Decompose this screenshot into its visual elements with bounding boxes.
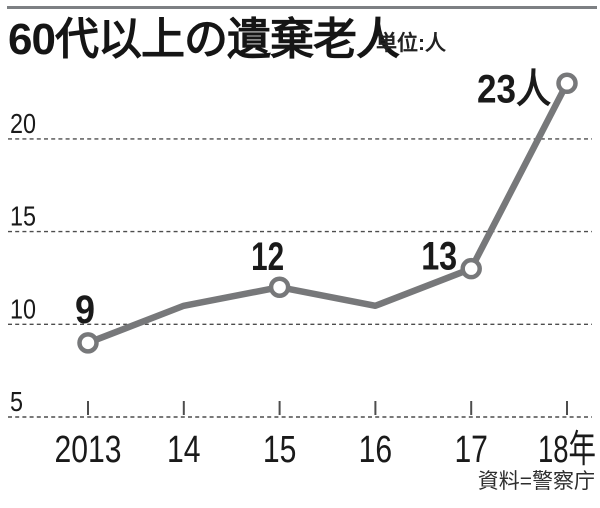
x-axis-label-17: 17	[454, 429, 488, 471]
data-point-17	[460, 257, 482, 280]
data-label-17: 13	[421, 235, 457, 279]
data-line	[84, 80, 571, 347]
chart-title: 60代以上の遺棄老人	[8, 15, 400, 64]
top-rule	[7, 6, 597, 9]
x-axis-label-14: 14	[167, 429, 201, 471]
x-axis-label-2013: 2013	[55, 429, 122, 471]
y-axis-label-10: 10	[10, 293, 36, 324]
data-label-18年: 23人	[477, 67, 551, 111]
data-label-2013: 9	[75, 288, 95, 332]
data-point-15	[268, 276, 291, 298]
x-axis-label-16: 16	[359, 429, 393, 471]
x-axis-label-15: 15	[263, 429, 297, 471]
y-axis-label-5: 5	[10, 386, 23, 417]
unit-label: 単位:人	[376, 32, 446, 55]
y-axis-label-15: 15	[10, 201, 36, 232]
data-label-15: 12	[251, 235, 284, 279]
source-label: 資料=警察庁	[477, 470, 595, 493]
data-point-18年	[556, 72, 578, 95]
x-axis-label-18年: 18年	[538, 429, 596, 471]
y-axis-label-20: 20	[10, 108, 36, 139]
data-point-2013	[77, 332, 99, 354]
